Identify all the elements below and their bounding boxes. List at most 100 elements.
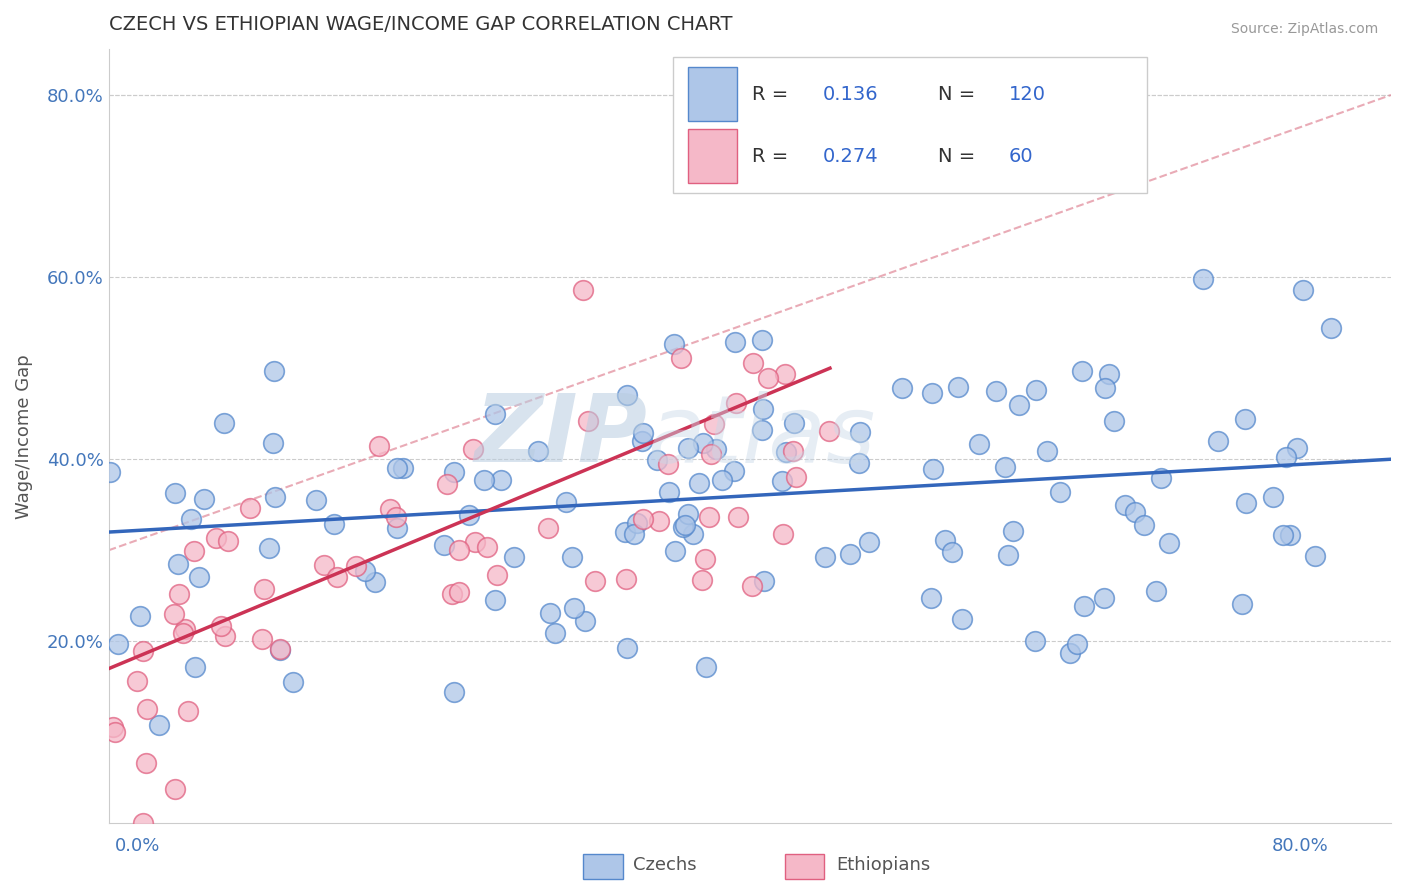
Point	[946, 380, 969, 394]
Bar	[689, 67, 737, 121]
Text: ZIP: ZIP	[474, 391, 647, 483]
Point	[1261, 491, 1284, 505]
Point	[699, 447, 721, 461]
Point	[848, 456, 870, 470]
Point	[741, 579, 763, 593]
Point	[385, 510, 408, 524]
Point	[630, 434, 652, 449]
Point	[838, 547, 860, 561]
Point	[614, 524, 637, 539]
Point	[367, 439, 389, 453]
Point	[1292, 284, 1315, 298]
Point	[257, 541, 280, 555]
Point	[772, 527, 794, 541]
Text: R =: R =	[752, 85, 794, 103]
Point	[174, 622, 197, 636]
Point	[132, 816, 155, 830]
Point	[263, 364, 285, 378]
Point	[818, 425, 841, 439]
Point	[770, 474, 793, 488]
Point	[250, 632, 273, 646]
Point	[180, 512, 202, 526]
Point	[125, 673, 148, 688]
Point	[1150, 471, 1173, 485]
Point	[457, 508, 479, 522]
Point	[1144, 584, 1167, 599]
Point	[676, 441, 699, 455]
Point	[626, 516, 648, 530]
Point	[1092, 591, 1115, 605]
Point	[682, 527, 704, 541]
Point	[503, 550, 526, 565]
FancyBboxPatch shape	[673, 57, 1147, 193]
Bar	[689, 129, 737, 184]
Point	[537, 521, 560, 535]
Point	[941, 545, 963, 559]
Point	[163, 607, 186, 621]
Point	[562, 600, 585, 615]
Point	[657, 457, 679, 471]
Text: 120: 120	[1010, 85, 1046, 103]
Point	[165, 486, 187, 500]
Point	[1303, 549, 1326, 564]
Point	[1066, 637, 1088, 651]
Text: CZECH VS ETHIOPIAN WAGE/INCOME GAP CORRELATION CHART: CZECH VS ETHIOPIAN WAGE/INCOME GAP CORRE…	[108, 15, 733, 34]
Point	[616, 388, 638, 402]
Text: 80.0%: 80.0%	[1272, 837, 1329, 855]
Point	[572, 283, 595, 297]
Point	[967, 437, 990, 451]
Point	[1024, 634, 1046, 648]
Point	[475, 541, 498, 555]
Point	[135, 702, 157, 716]
Point	[269, 642, 291, 657]
Point	[561, 549, 583, 564]
Point	[489, 474, 512, 488]
Point	[703, 417, 725, 431]
Text: N =: N =	[938, 147, 981, 166]
Point	[1234, 496, 1257, 510]
Point	[921, 385, 943, 400]
Point	[1133, 517, 1156, 532]
Text: atlas: atlas	[647, 391, 876, 482]
Point	[645, 452, 668, 467]
Point	[1008, 398, 1031, 412]
Point	[754, 574, 776, 588]
Point	[217, 534, 239, 549]
Point	[848, 425, 870, 439]
Point	[269, 643, 291, 657]
Point	[699, 510, 721, 524]
Point	[449, 585, 471, 599]
Point	[205, 531, 228, 545]
Point	[1070, 364, 1092, 378]
Point	[484, 407, 506, 421]
Point	[344, 558, 367, 573]
Point	[214, 629, 236, 643]
Point	[1234, 412, 1257, 426]
Point	[252, 582, 274, 596]
Point	[167, 587, 190, 601]
Point	[775, 367, 797, 381]
Point	[1073, 599, 1095, 614]
Point	[325, 570, 347, 584]
Point	[1059, 647, 1081, 661]
Point	[664, 544, 686, 558]
Point	[920, 591, 942, 606]
Point	[741, 356, 763, 370]
Point	[281, 675, 304, 690]
Point	[752, 401, 775, 416]
Point	[172, 626, 194, 640]
Point	[1002, 524, 1025, 539]
Text: 0.0%: 0.0%	[115, 837, 160, 855]
Point	[984, 384, 1007, 399]
Point	[631, 512, 654, 526]
Point	[633, 425, 655, 440]
Point	[443, 684, 465, 698]
Point	[264, 490, 287, 504]
Point	[101, 720, 124, 734]
Point	[813, 550, 835, 565]
Point	[527, 444, 550, 458]
Point	[785, 469, 807, 483]
Point	[1125, 505, 1147, 519]
Text: 0.274: 0.274	[823, 147, 879, 166]
Point	[727, 510, 749, 524]
